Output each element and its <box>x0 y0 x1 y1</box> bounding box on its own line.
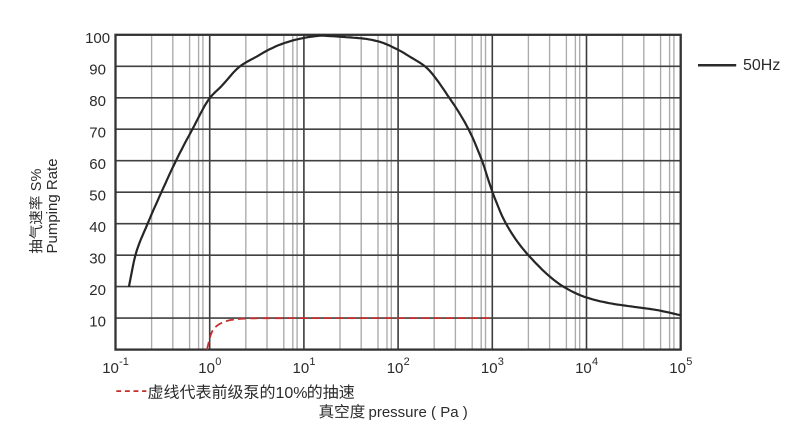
svg-text:80: 80 <box>89 93 106 110</box>
svg-text:20: 20 <box>89 282 106 299</box>
svg-text:90: 90 <box>89 62 106 79</box>
svg-text:10: 10 <box>669 360 686 377</box>
svg-text:50Hz: 50Hz <box>743 57 780 74</box>
svg-text:4: 4 <box>592 356 598 368</box>
svg-text:10: 10 <box>293 360 310 377</box>
svg-text:50: 50 <box>89 188 106 205</box>
svg-text:Pumping Rate: Pumping Rate <box>44 158 61 253</box>
svg-text:5: 5 <box>686 356 692 368</box>
svg-text:1: 1 <box>309 356 315 368</box>
svg-text:3: 3 <box>498 356 504 368</box>
svg-text:60: 60 <box>89 156 106 173</box>
svg-text:10: 10 <box>481 360 498 377</box>
svg-text:10: 10 <box>387 360 404 377</box>
svg-text:10: 10 <box>575 360 592 377</box>
svg-text:30: 30 <box>89 251 106 268</box>
svg-text:10: 10 <box>198 360 215 377</box>
svg-text:10: 10 <box>102 360 119 377</box>
svg-text:pressure ( Pa ): pressure ( Pa ) <box>369 404 468 421</box>
svg-text:70: 70 <box>89 125 106 142</box>
svg-text:40: 40 <box>89 219 106 236</box>
svg-text:100: 100 <box>85 30 110 47</box>
svg-text:-1: -1 <box>119 356 129 368</box>
svg-text:0: 0 <box>215 356 221 368</box>
svg-text:S%: S% <box>29 169 45 192</box>
svg-text:10: 10 <box>89 313 106 330</box>
svg-text:2: 2 <box>404 356 410 368</box>
svg-text:10%: 10% <box>276 385 308 402</box>
